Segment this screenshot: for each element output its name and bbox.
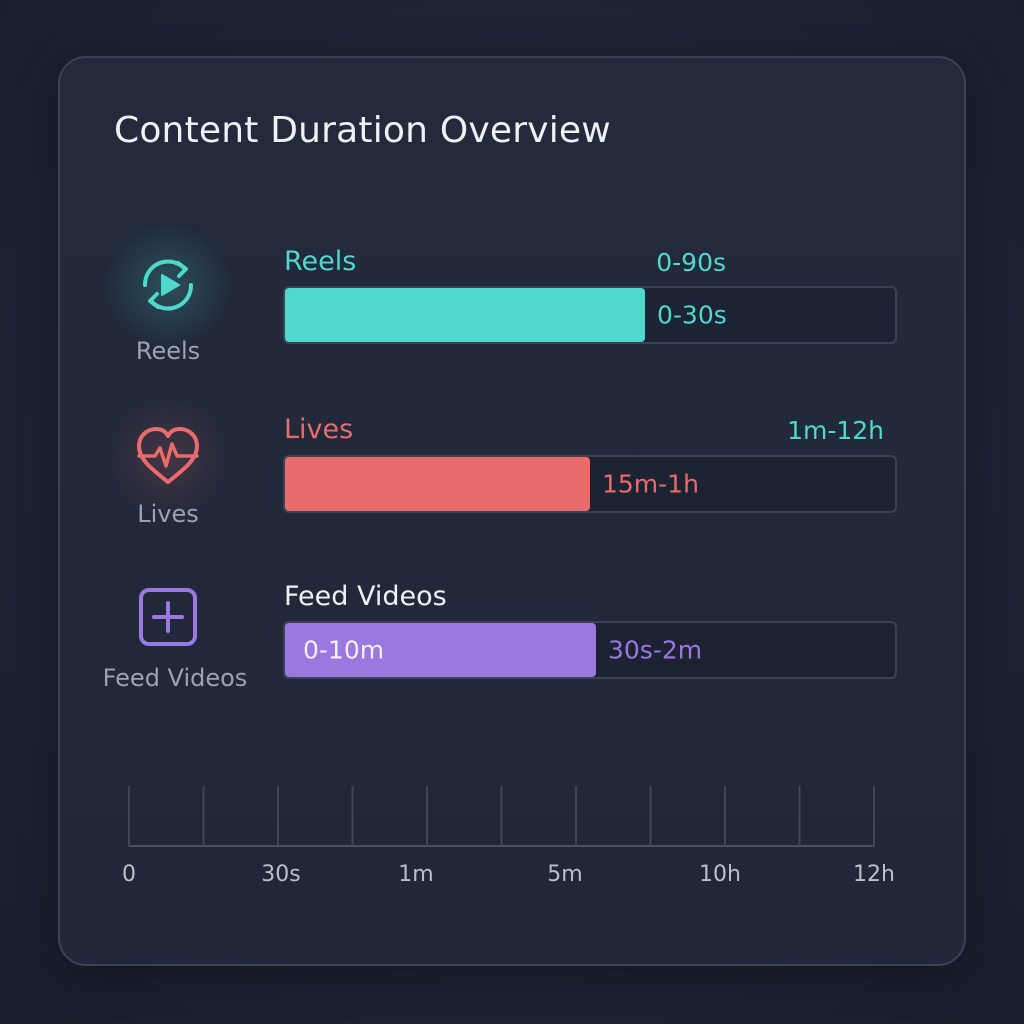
reels-play-icon <box>133 250 203 320</box>
reels-series-name: Reels <box>284 246 357 277</box>
feed-icon-label: Feed Videos <box>102 664 248 692</box>
reels-bar-track: 0-30s <box>283 286 897 344</box>
feed-bar-fill <box>285 623 596 677</box>
reels-bar-fill <box>285 288 645 342</box>
axis-tick-label: 1m <box>398 862 434 887</box>
reels-bar-label: 0-30s <box>657 300 727 330</box>
heart-pulse-icon <box>133 422 203 492</box>
lives-bar-label: 15m-1h <box>602 469 699 499</box>
feed-bar-inside-label: 0-10m <box>303 635 385 665</box>
reels-icon-label: Reels <box>135 337 201 365</box>
lives-range-label: 1m-12h <box>787 416 884 445</box>
chart-title: Content Duration Overview <box>114 110 611 151</box>
lives-series-name: Lives <box>284 414 354 445</box>
lives-icon-label: Lives <box>137 500 199 528</box>
lives-bar-track: 15m-1h <box>283 455 897 513</box>
plus-square-icon <box>133 582 203 652</box>
feed-bar-label: 30s-2m <box>608 635 703 665</box>
axis-tick-label: 12h <box>853 862 895 887</box>
reels-range-label: 0-90s <box>656 248 726 277</box>
lives-bar-fill <box>285 457 590 511</box>
axis-tick-label: 30s <box>261 862 301 887</box>
axis-tick-label: 10h <box>699 862 741 887</box>
feed-bar-track: 0-10m 30s-2m <box>283 621 897 679</box>
feed-series-name: Feed Videos <box>284 581 447 612</box>
axis-tick-label: 5m <box>547 862 583 887</box>
axis-tick-label: 0 <box>122 862 136 887</box>
